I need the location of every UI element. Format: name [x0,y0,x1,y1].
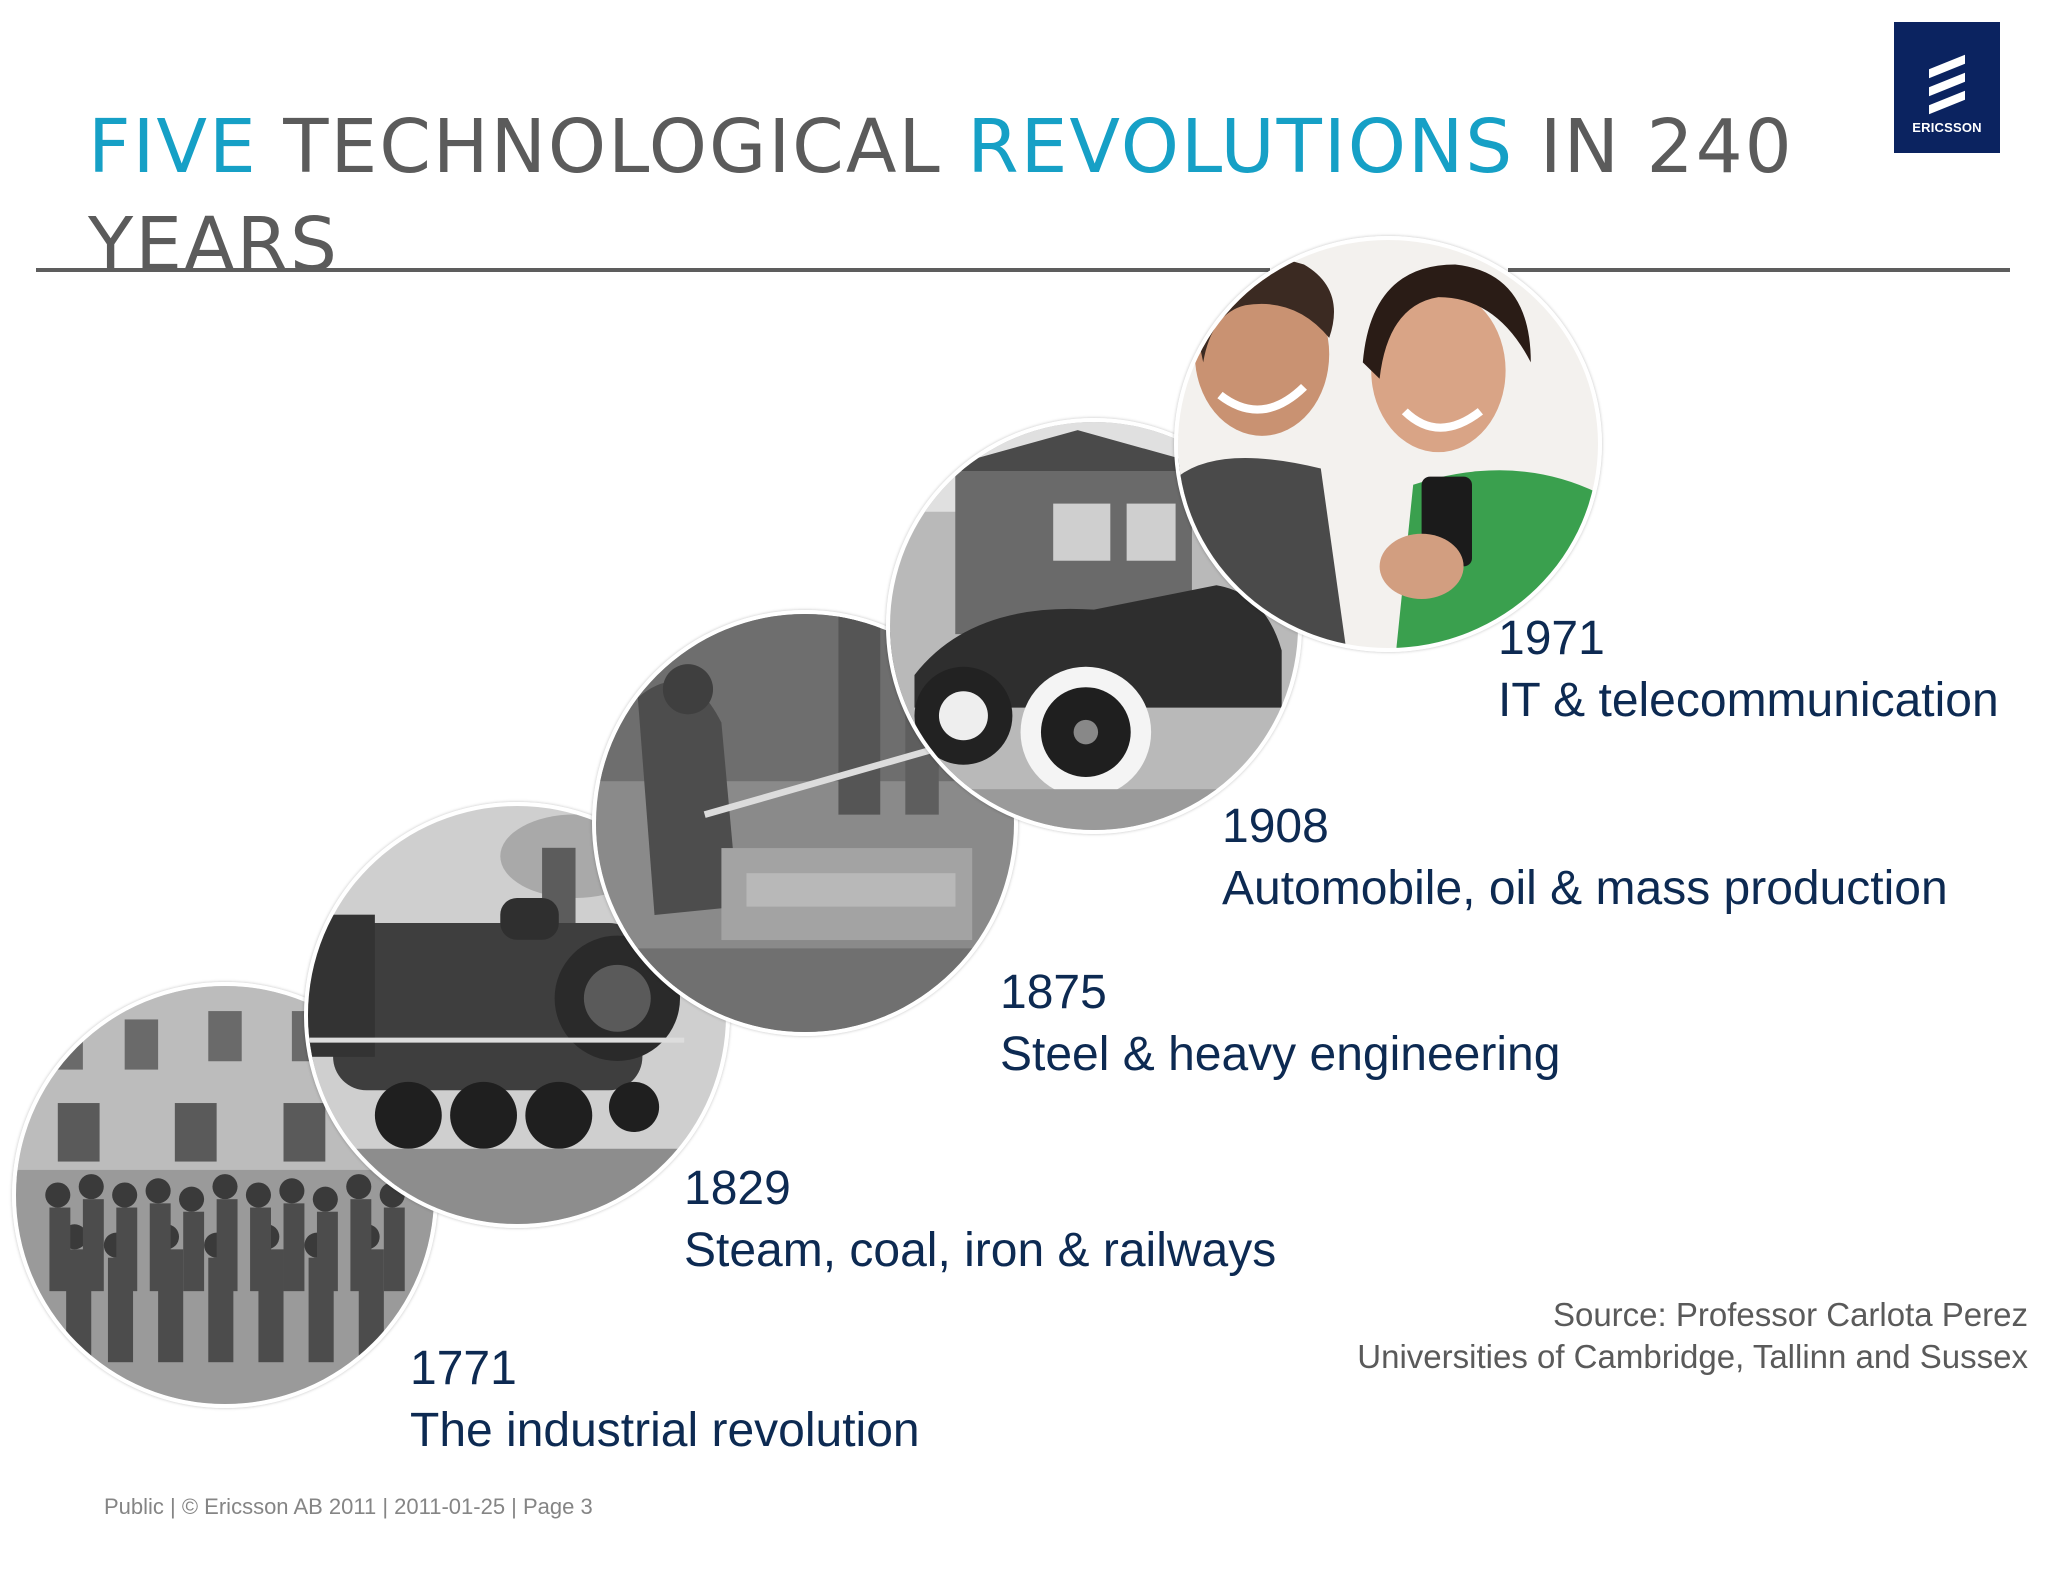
era-1875: 1875 Steel & heavy engineering [1000,962,1560,1086]
era-1829: 1829 Steam, coal, iron & railways [684,1158,1276,1282]
title-divider-left [36,268,1270,272]
era-1771: 1771 The industrial revolution [410,1338,920,1462]
era-label: IT & telecommunication [1498,674,1999,727]
people-mobile-phone-photo [1174,236,1602,652]
source-citation: Source: Professor Carlota Perez Universi… [1357,1294,2028,1378]
source-line-2: Universities of Cambridge, Tallinn and S… [1357,1338,2028,1375]
title-text-technological: TECHNOLOGICAL [257,104,968,190]
era-year: 1908 [1222,800,1329,853]
ericsson-logo: ERICSSON [1894,22,2000,153]
logo-text: ERICSSON [1912,120,1982,135]
era-year: 1875 [1000,966,1107,1019]
title-text-years: IN 240 YEARS [88,104,1794,288]
era-year: 1829 [684,1162,791,1215]
era-1908: 1908 Automobile, oil & mass production [1222,796,1948,920]
slide-title: FIVE TECHNOLOGICAL REVOLUTIONS IN 240 YE… [88,98,1848,294]
era-label: The industrial revolution [410,1404,920,1457]
era-year: 1771 [410,1342,517,1395]
era-label: Steel & heavy engineering [1000,1028,1561,1081]
title-accent-revolutions: REVOLUTIONS [967,104,1515,190]
title-divider-right [1508,268,2010,272]
slide-footer: Public | © Ericsson AB 2011 | 2011-01-25… [104,1494,593,1519]
era-label: Steam, coal, iron & railways [684,1224,1277,1277]
era-year: 1971 [1498,612,1605,665]
source-line-1: Source: Professor Carlota Perez [1552,1296,2028,1333]
logo-bar-icon [1929,90,1965,115]
era-1971: 1971 IT & telecommunication [1498,608,1999,732]
title-accent-five: FIVE [88,104,258,190]
era-label: Automobile, oil & mass production [1222,862,1948,915]
